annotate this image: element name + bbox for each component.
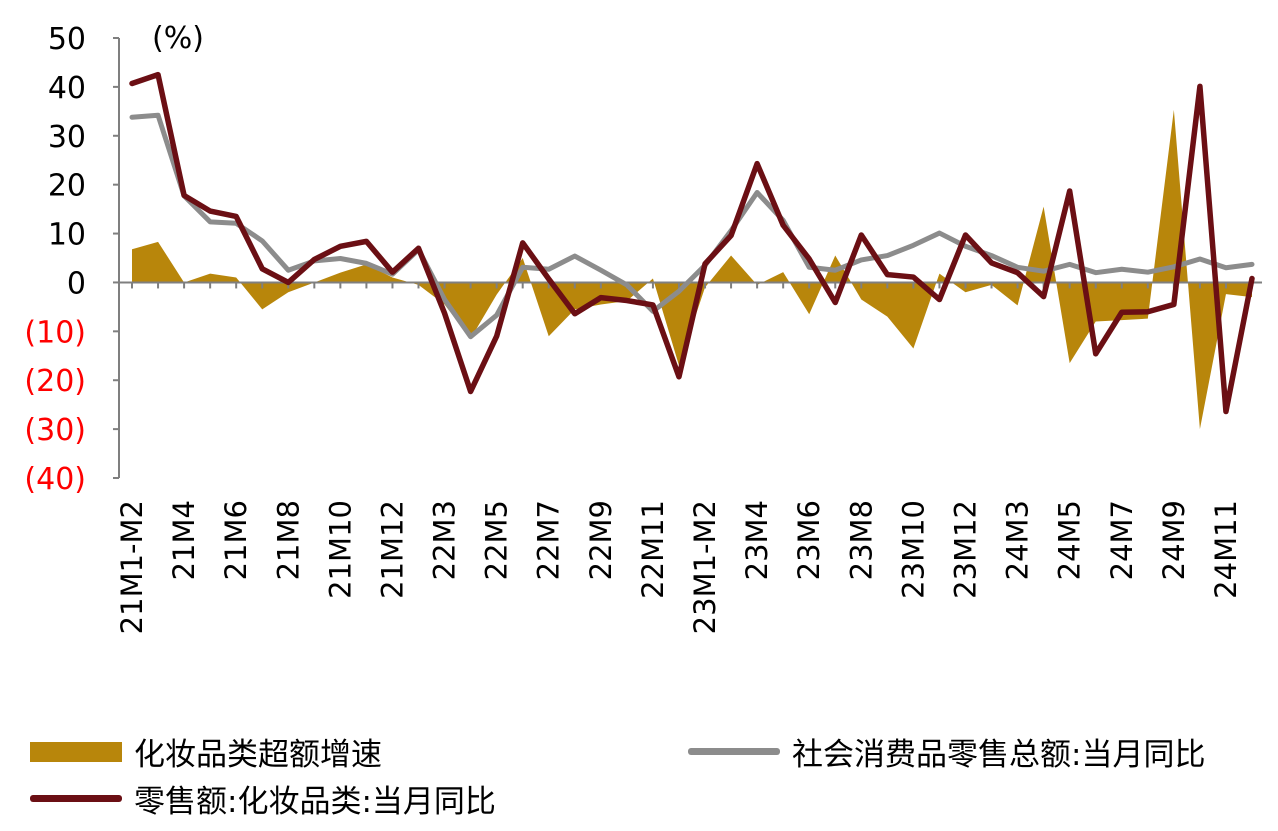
x-tick-label: 21M1-M2 — [115, 500, 149, 634]
x-tick-labels: 21M1-M2 21M4 21M6 21M8 21M10 21M12 22M3 22M5 22M… — [115, 500, 1243, 634]
x-tick-label: 21M8 — [271, 500, 305, 580]
legend-label: 零售额:化妆品类:当月同比 — [134, 784, 496, 820]
x-tick-label: 24M9 — [1157, 500, 1191, 580]
x-tick-label: 24M7 — [1105, 500, 1139, 580]
y-tick-label: 20 — [48, 169, 86, 204]
y-tick-label: (40) — [24, 462, 86, 497]
x-tick-label: 22M9 — [584, 500, 618, 580]
legend-label: 化妆品类超额增速 — [134, 737, 382, 773]
legend-label: 社会消费品零售总额:当月同比 — [792, 737, 1206, 773]
x-tick-label: 21M4 — [167, 500, 201, 580]
y-tick-label: 30 — [48, 120, 86, 155]
y-tick-label: (10) — [24, 315, 86, 350]
legend-swatch-line — [30, 795, 122, 802]
series-lines — [129, 71, 1255, 415]
x-tick-label: 23M8 — [844, 500, 878, 580]
y-tick-label: 50 — [48, 22, 86, 57]
y-tick-label: (20) — [24, 364, 86, 399]
x-tick-label: 23M12 — [948, 500, 982, 599]
legend-item-excess-growth: 化妆品类超额增速 — [30, 729, 382, 774]
x-tick-label: 21M10 — [323, 500, 357, 599]
legend-item-retail-total: 社会消费品零售总额:当月同比 — [688, 729, 1205, 774]
x-tick-label: 24M5 — [1053, 500, 1087, 580]
x-tick-label: 23M1-M2 — [688, 500, 722, 634]
y-tick-label: 10 — [48, 218, 86, 253]
y-tick-label: 40 — [48, 71, 86, 106]
x-tick-label: 22M11 — [636, 500, 670, 599]
series-line-cosmetics-retail — [129, 71, 1255, 415]
y-tick-label: (30) — [24, 413, 86, 448]
legend-swatch-area — [30, 741, 122, 762]
legend-item-cosmetics-retail: 零售额:化妆品类:当月同比 — [30, 776, 496, 821]
x-tick-label: 24M3 — [1001, 500, 1035, 580]
x-tick-label: 21M6 — [219, 500, 253, 580]
x-tick-label: 23M10 — [896, 500, 930, 599]
x-tick-label: 23M6 — [792, 500, 826, 580]
x-tick-label: 24M11 — [1209, 500, 1243, 599]
series-line-retail-total — [129, 112, 1255, 340]
x-tick-label: 22M7 — [532, 500, 566, 580]
x-tick-label: 23M4 — [740, 500, 774, 580]
y-axis: 50 40 30 20 10 0 (10) (20) (30) (40) — [24, 22, 120, 497]
y-tick-label: 0 — [67, 266, 86, 301]
legend-swatch-line — [688, 748, 780, 755]
x-tick-label: 21M12 — [375, 500, 409, 599]
x-tick-label: 22M5 — [480, 500, 514, 580]
x-tick-label: 22M3 — [428, 500, 462, 580]
unit-label: (%) — [152, 21, 204, 56]
